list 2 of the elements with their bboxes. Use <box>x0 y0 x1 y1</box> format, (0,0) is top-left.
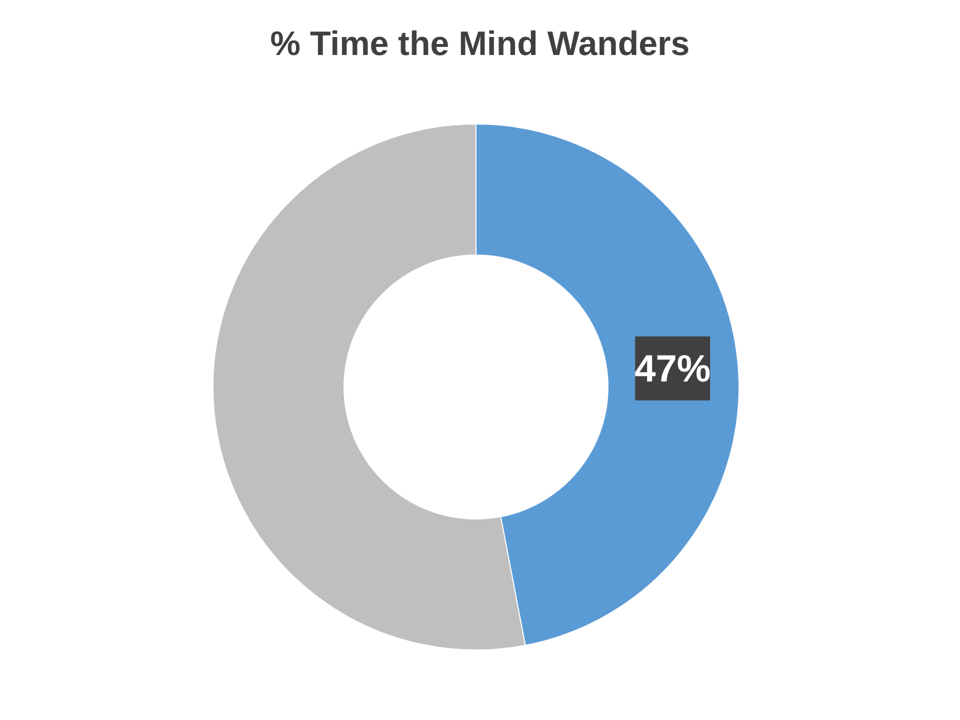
data-label: 47% <box>634 348 711 390</box>
chart-title: % Time the Mind Wanders <box>270 25 690 63</box>
